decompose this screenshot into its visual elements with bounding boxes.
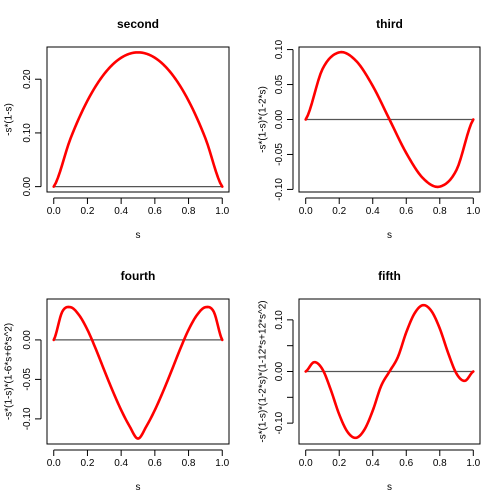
y-tick-label: -0.05 bbox=[22, 368, 33, 391]
y-tick-label: 0.00 bbox=[274, 109, 285, 129]
x-tick-label: 0.8 bbox=[433, 206, 447, 217]
chart-panel-second: second 0.0 0.2 0.4 0.6 0.8 1.0 0.00 0.10 0.20 s -s*… bbox=[4, 17, 230, 241]
chart-title: fifth bbox=[378, 269, 401, 283]
plot-frame bbox=[298, 298, 481, 445]
x-tick-label: 0.2 bbox=[80, 206, 94, 217]
x-axis-label: s bbox=[387, 482, 392, 493]
x-tick-label: 1.0 bbox=[215, 206, 229, 217]
y-tick-label: -0.10 bbox=[22, 407, 33, 430]
x-tick-label: 0.6 bbox=[399, 206, 413, 217]
y-axis-label: -s*(1-s) bbox=[4, 103, 15, 136]
chart-title: fourth bbox=[121, 269, 156, 283]
x-tick-label: 0.8 bbox=[182, 458, 196, 469]
x-tick-label: 0.4 bbox=[114, 458, 128, 469]
x-tick-label: 0.8 bbox=[433, 458, 447, 469]
y-axis-label: -s*(1-s)*(1-2*s) bbox=[258, 86, 269, 153]
series-line bbox=[304, 303, 475, 440]
x-tick-label: 0.6 bbox=[148, 206, 162, 217]
x-tick-label: 0.0 bbox=[299, 206, 313, 217]
y-tick-label: -0.10 bbox=[274, 178, 285, 201]
y-tick-label: 0.00 bbox=[22, 176, 33, 196]
x-axis-label: s bbox=[387, 230, 392, 241]
y-axis-label: -s*(1-s)*(1-2*s)*(1-12*s+12*s^2) bbox=[258, 300, 269, 442]
y-axis-label: -s*(1-s)*(1-6*s+6*s^2) bbox=[4, 323, 15, 420]
series-line bbox=[52, 305, 224, 440]
x-tick-label: 0.4 bbox=[366, 458, 380, 469]
x-tick-label: 0.4 bbox=[366, 206, 380, 217]
x-tick-label: 0.0 bbox=[47, 458, 61, 469]
y-tick-label: -0.05 bbox=[274, 143, 285, 166]
x-tick-label: 0.2 bbox=[80, 458, 94, 469]
x-tick-label: 0.0 bbox=[47, 206, 61, 217]
x-axis-label: s bbox=[136, 482, 141, 493]
x-tick-label: 1.0 bbox=[215, 458, 229, 469]
y-tick-label: 0.00 bbox=[22, 330, 33, 350]
y-tick-label: 0.10 bbox=[22, 123, 33, 143]
y-tick-label: 0.10 bbox=[274, 39, 285, 59]
plot-frame bbox=[46, 46, 230, 193]
series-line bbox=[304, 50, 475, 189]
y-tick-label: 0.10 bbox=[274, 310, 285, 330]
chart-title: second bbox=[117, 17, 159, 31]
x-axis-label: s bbox=[136, 230, 141, 241]
plot-frame bbox=[298, 46, 481, 193]
x-tick-label: 0.0 bbox=[299, 458, 313, 469]
y-tick-label: 0.20 bbox=[22, 69, 33, 89]
x-tick-label: 0.8 bbox=[182, 206, 196, 217]
plot-frame bbox=[46, 298, 230, 445]
x-tick-label: 0.6 bbox=[148, 458, 162, 469]
x-tick-label: 1.0 bbox=[466, 206, 480, 217]
x-tick-label: 0.4 bbox=[114, 206, 128, 217]
y-tick-label: 0.05 bbox=[274, 74, 285, 94]
series-line bbox=[52, 51, 224, 188]
y-tick-label: 0.00 bbox=[274, 361, 285, 381]
chart-panel-third: third 0.0 0.2 0.4 0.6 0.8 1.0 -0.10 -0.05 0.00 0.0… bbox=[258, 17, 481, 241]
x-tick-label: 0.2 bbox=[332, 458, 346, 469]
x-tick-label: 0.2 bbox=[332, 206, 346, 217]
chart-panel-fourth: fourth 0.0 0.2 0.4 0.6 0.8 1.0 -0.10 -0.05 0.00 s -… bbox=[4, 269, 230, 493]
x-tick-label: 1.0 bbox=[466, 458, 480, 469]
x-tick-label: 0.6 bbox=[399, 458, 413, 469]
chart-panel-fifth: fifth 0.0 0.2 0.4 0.6 0.8 1.0 -0.10 0.00 0.10 s -s*… bbox=[258, 269, 481, 493]
y-tick-label: -0.10 bbox=[274, 411, 285, 434]
chart-title: third bbox=[376, 17, 403, 31]
